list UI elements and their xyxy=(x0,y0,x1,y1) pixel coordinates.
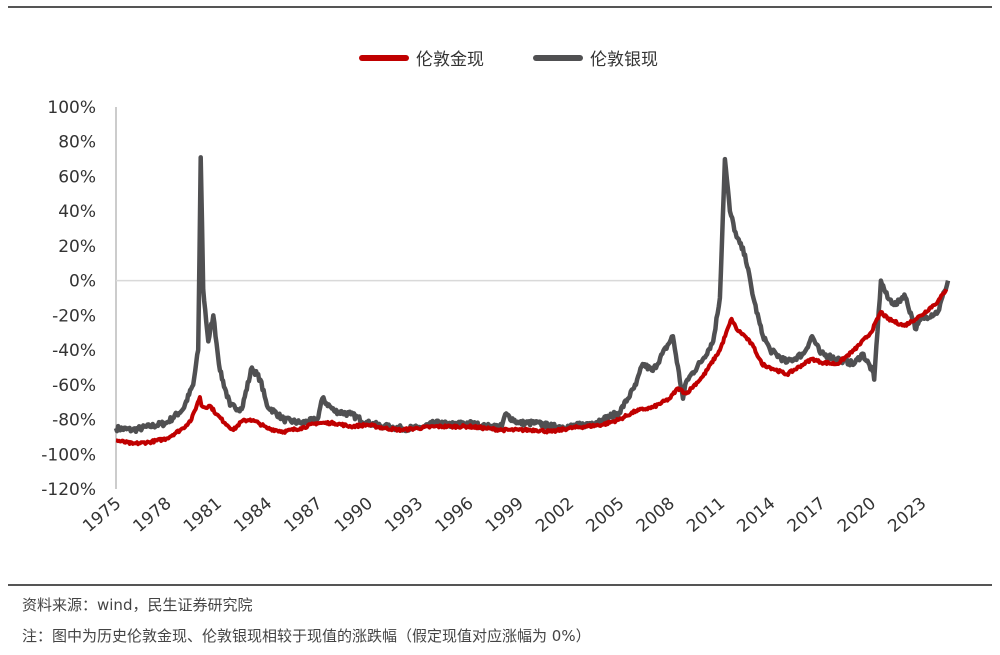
x-tick-label: 1987 xyxy=(281,494,327,537)
x-tick-label: 1996 xyxy=(431,494,477,537)
y-tick-label: -20% xyxy=(52,306,96,326)
series-line-silver xyxy=(113,155,951,435)
y-tick-label: -80% xyxy=(52,411,96,431)
legend-item-silver: 伦敦银现 xyxy=(533,50,658,70)
x-tick-label: 2023 xyxy=(884,494,930,537)
legend-label-gold: 伦敦金现 xyxy=(416,50,484,70)
y-tick-label: 0% xyxy=(69,272,96,292)
y-tick-label: -120% xyxy=(41,480,96,500)
footnote: 注：图中为历史伦敦金现、伦敦银现相较于现值的涨跌幅（假定现值对应涨幅为 0%） xyxy=(22,627,591,645)
bottom-rule xyxy=(8,584,992,586)
y-tick-label: 80% xyxy=(58,133,96,153)
chart-legend: 伦敦金现 伦敦银现 xyxy=(359,50,658,70)
series-line-gold xyxy=(115,288,949,447)
x-tick-label: 1999 xyxy=(482,494,528,537)
x-tick-label: 2008 xyxy=(633,494,679,537)
x-tick-label: 1990 xyxy=(331,494,377,537)
source-note: 资料来源：wind，民生证券研究院 xyxy=(22,596,253,614)
y-tick-label: 40% xyxy=(58,202,96,222)
axes: 100% 80% 60% 40% 20% 0% -20% -40% -60% -80% -100% -… xyxy=(41,98,948,537)
legend-label-silver: 伦敦银现 xyxy=(590,50,658,70)
y-tick-label: -60% xyxy=(52,376,96,396)
y-tick-label: 100% xyxy=(47,98,96,118)
x-tick-label: 2011 xyxy=(683,494,729,537)
y-tick-label: 60% xyxy=(58,167,96,187)
x-tick-label: 2020 xyxy=(834,494,880,537)
x-tick-label: 2017 xyxy=(784,494,830,537)
y-tick-label: 20% xyxy=(58,237,96,257)
y-tick-label: -100% xyxy=(41,445,96,465)
x-tick-label: 1978 xyxy=(130,494,176,537)
series-layer xyxy=(113,155,951,447)
legend-item-gold: 伦敦金现 xyxy=(359,50,484,70)
x-tick-label: 1984 xyxy=(230,494,276,537)
x-tick-label: 2005 xyxy=(582,494,628,537)
x-tick-label: 2002 xyxy=(532,494,578,537)
x-tick-label: 1993 xyxy=(381,494,427,537)
top-rule xyxy=(8,6,992,8)
y-tick-label: -40% xyxy=(52,341,96,361)
x-tick-label: 2014 xyxy=(733,494,779,537)
line-chart: 伦敦金现 伦敦银现 100% 80% 60% 40% 20% 0% -20% -40% -60%… xyxy=(41,50,951,537)
x-tick-label: 1981 xyxy=(180,494,226,537)
